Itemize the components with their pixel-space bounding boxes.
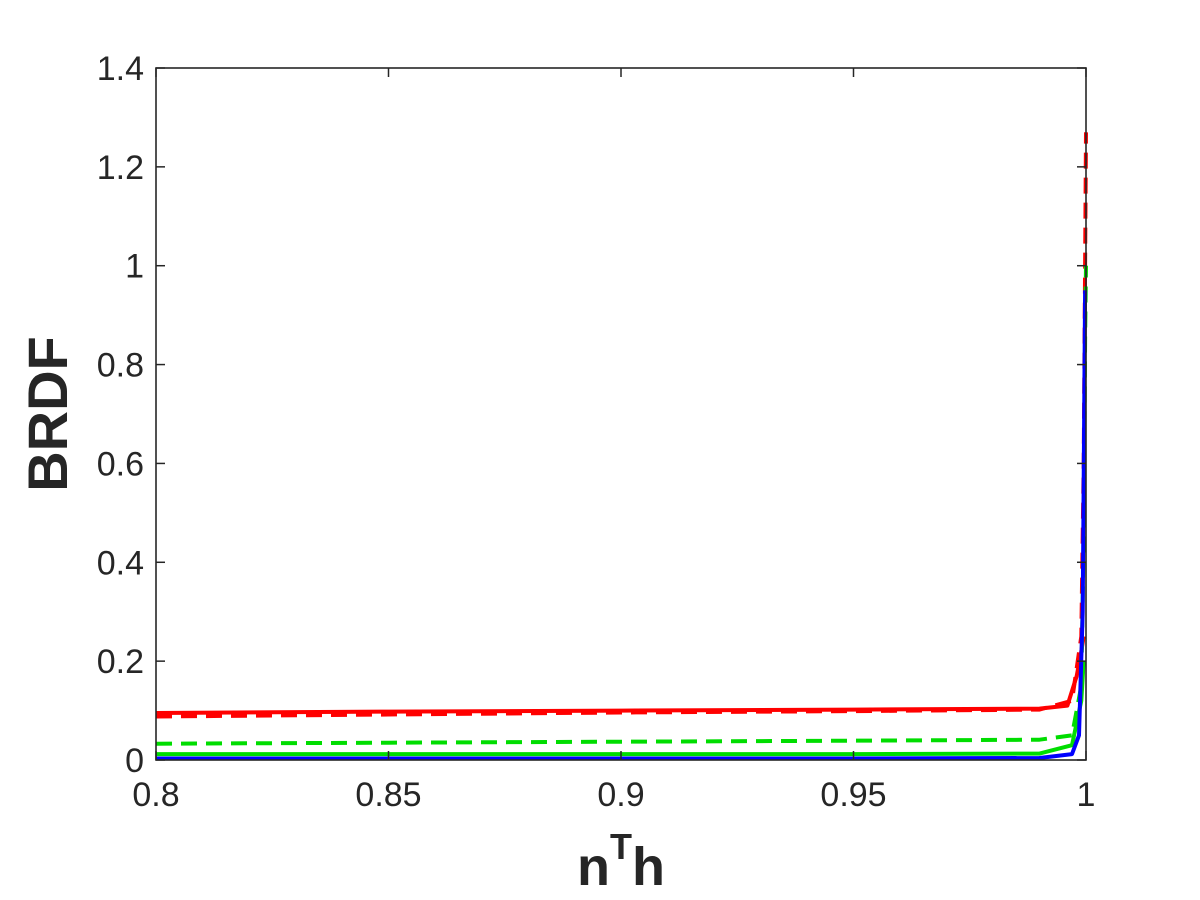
y-tick-label-4: 0.8 [97, 347, 144, 385]
y-tick-label-3: 0.6 [97, 445, 144, 483]
axes-box [155, 67, 1087, 761]
y-tick-label-2: 0.4 [97, 544, 144, 582]
y-tick-label-5: 1 [125, 248, 144, 286]
x-tick-label-1: 0.85 [355, 776, 421, 814]
x-tick-label-4: 1 [1077, 776, 1096, 814]
y-axis-label: BRDF [16, 336, 79, 492]
x-tick-label-2: 0.9 [597, 776, 644, 814]
x-tick-labels: 0.8 0.85 0.9 0.95 1 [132, 776, 1095, 814]
y-tick-label-7: 1.4 [97, 50, 144, 88]
x-axis-label-rest: h [632, 837, 665, 897]
x-axis-label-base: n [577, 837, 610, 897]
series-line-5 [156, 290, 1088, 761]
plot-area [156, 68, 1086, 760]
y-tick-label-0: 0 [125, 742, 144, 780]
x-axis-label-sup: T [610, 826, 632, 867]
x-tick-label-0: 0.8 [132, 776, 179, 814]
x-axis-label: nTh [577, 826, 665, 897]
y-tick-labels: 0 0.2 0.4 0.6 0.8 1 1.2 1.4 [97, 50, 144, 780]
y-tick-label-1: 0.2 [97, 643, 144, 681]
x-tick-label-3: 0.95 [820, 776, 886, 814]
y-tick-label-6: 1.2 [97, 149, 144, 187]
